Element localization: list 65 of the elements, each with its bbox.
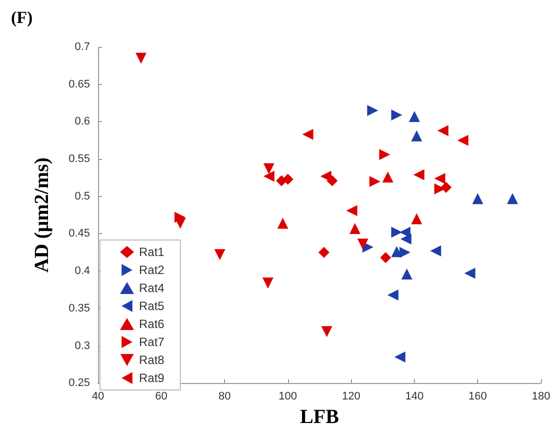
point — [262, 278, 274, 289]
legend-label: Rat9 — [139, 371, 165, 385]
y-tick-label: 0.5 — [74, 190, 90, 202]
point — [302, 128, 314, 140]
point — [321, 326, 332, 338]
legend-label: Rat8 — [139, 353, 165, 367]
point — [346, 205, 358, 216]
x-tick-label: 80 — [218, 390, 231, 403]
point — [507, 193, 518, 204]
y-tick-label: 0.45 — [68, 228, 90, 240]
point — [391, 246, 402, 258]
legend-label: Rat7 — [139, 335, 165, 349]
point — [282, 174, 294, 185]
chart-title: (F) — [11, 8, 33, 27]
point — [136, 52, 147, 64]
legend-label: Rat5 — [139, 299, 165, 313]
point — [472, 193, 484, 204]
point — [318, 246, 330, 258]
point — [349, 222, 360, 234]
point — [263, 163, 274, 174]
point — [382, 171, 394, 182]
point — [380, 252, 392, 264]
x-tick-label: 140 — [405, 390, 424, 403]
x-tick-label: 160 — [468, 390, 487, 403]
point — [394, 351, 406, 362]
point — [411, 213, 422, 224]
point — [464, 268, 476, 279]
point — [369, 176, 380, 187]
x-tick-label: 100 — [278, 390, 298, 403]
point — [379, 149, 390, 160]
point — [357, 238, 368, 250]
point — [401, 268, 412, 280]
x-tick-label: 60 — [155, 390, 168, 403]
y-tick-label: 0.25 — [68, 377, 90, 390]
point — [400, 233, 412, 244]
point — [430, 245, 442, 256]
point — [457, 134, 468, 146]
y-axis-title: AD (μm2/ms) — [31, 157, 53, 273]
point — [277, 218, 288, 229]
point — [214, 249, 226, 260]
point — [391, 226, 402, 238]
x-tick-label: 180 — [532, 390, 550, 403]
x-axis-title: LFB — [300, 406, 339, 428]
point — [367, 104, 378, 116]
y-tick-label: 0.4 — [74, 265, 90, 278]
point — [413, 169, 424, 180]
point — [411, 130, 422, 142]
point — [437, 125, 448, 136]
legend-label: Rat1 — [139, 245, 165, 259]
x-tick-label: 40 — [92, 390, 104, 403]
y-tick-label: 0.7 — [74, 41, 90, 53]
point — [391, 109, 402, 120]
y-tick-label: 0.3 — [74, 340, 90, 352]
y-tick-label: 0.55 — [68, 153, 90, 166]
point — [434, 172, 446, 184]
x-tick-label: 120 — [342, 390, 360, 403]
legend-label: Rat6 — [139, 317, 165, 331]
y-tick-label: 0.35 — [68, 302, 90, 314]
legend-label: Rat2 — [139, 263, 165, 277]
point — [263, 170, 274, 182]
legend-label: Rat4 — [139, 281, 165, 295]
point — [408, 110, 420, 122]
y-tick-label: 0.6 — [74, 116, 90, 128]
point — [387, 289, 398, 300]
y-tick-label: 0.65 — [68, 78, 90, 90]
